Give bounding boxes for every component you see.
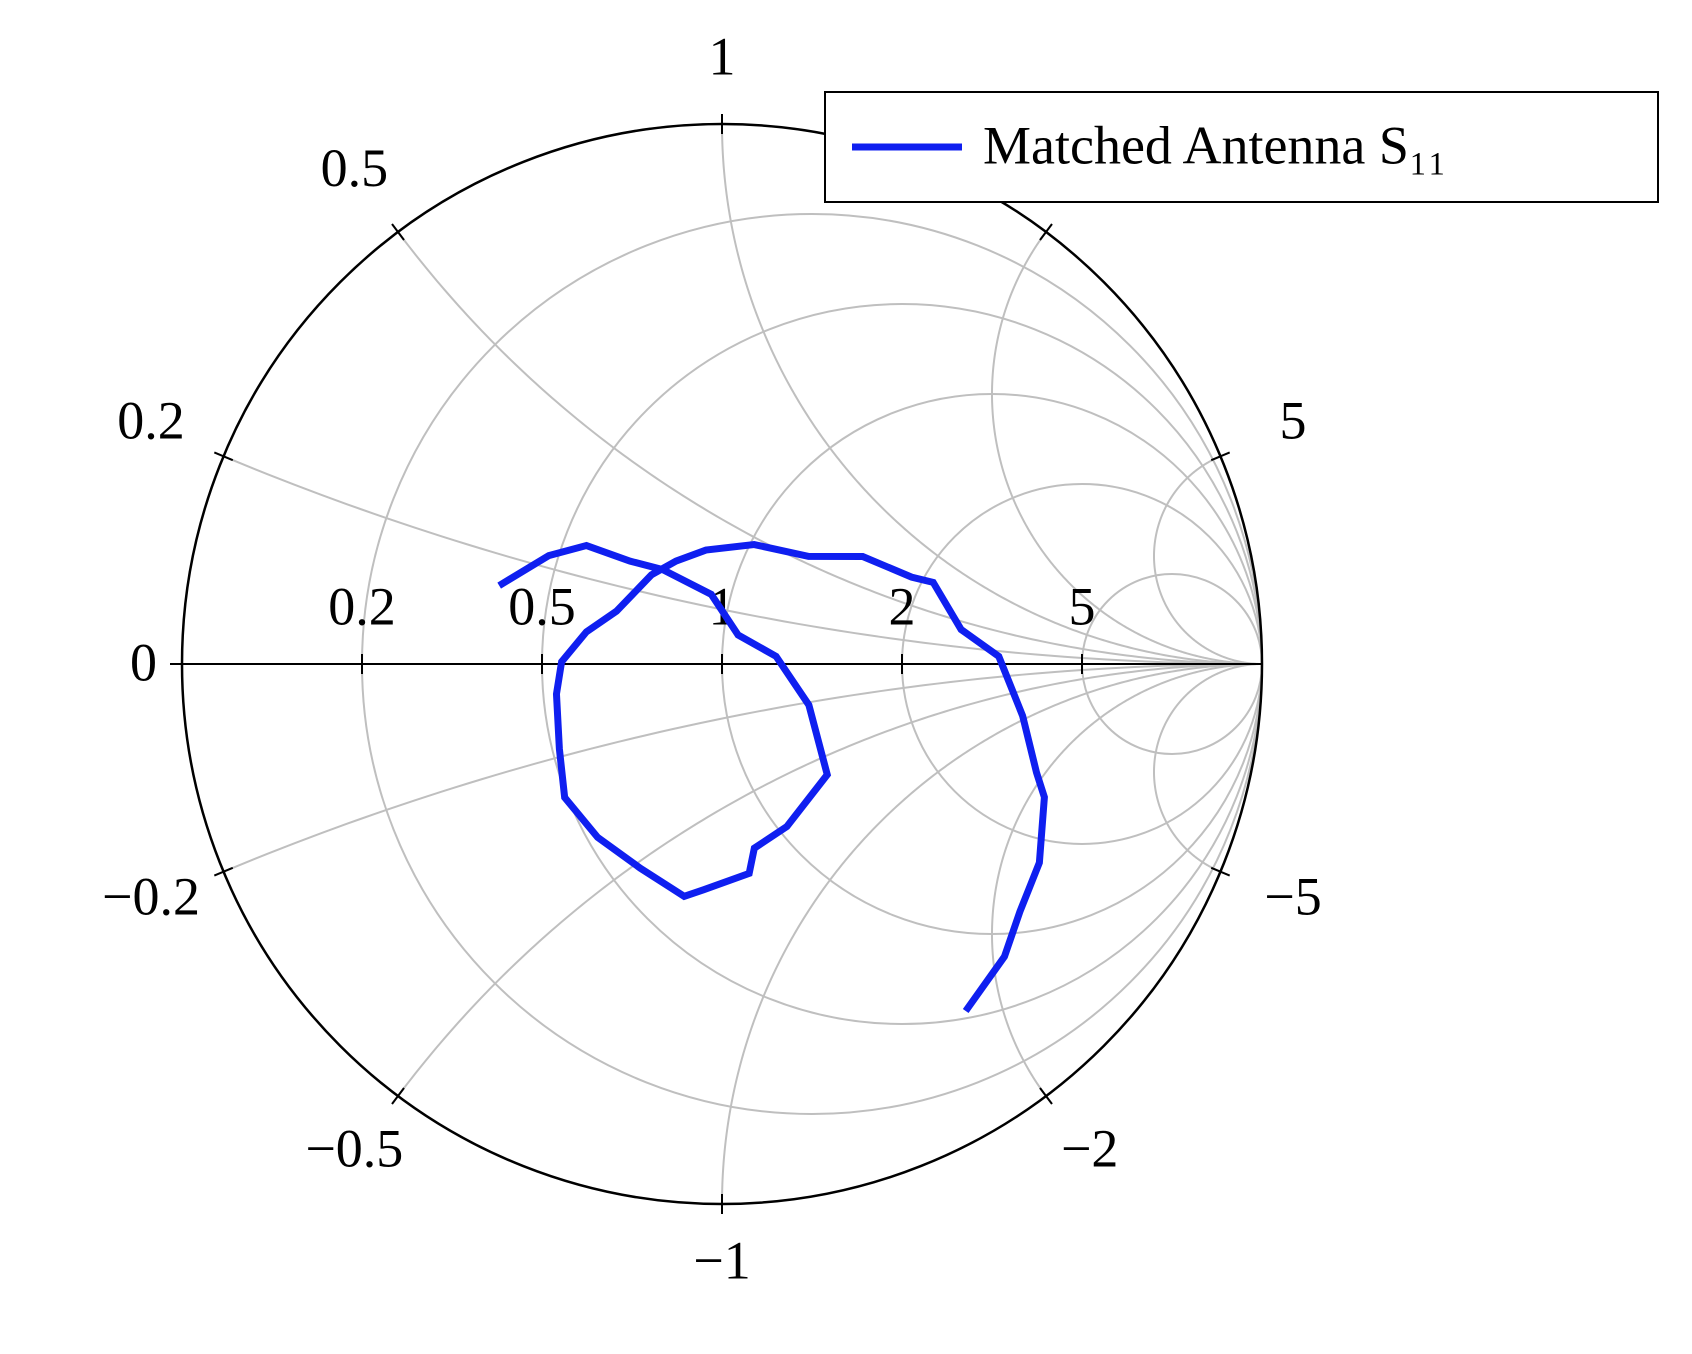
r-tick-label: 0 [130,632,157,692]
x-tick-label: −0.5 [305,1119,403,1179]
legend: Matched Antenna S₁₁ [824,91,1659,203]
legend-box [824,91,1659,203]
grid-arc [1153,663,1262,873]
data-line [497,540,1048,1014]
grid-arc [721,663,1263,1205]
legend-label: Matched Antenna S₁₁ [983,115,1447,175]
x-tick-label: 5 [1280,390,1307,450]
grid-arc [991,231,1262,665]
grid-arc [223,455,1263,665]
grid-arc [1153,455,1262,665]
x-tick-label: 1 [709,26,736,86]
r-tick-label: 5 [1069,576,1096,636]
x-tick-label: 0.2 [117,390,185,450]
r-tick-label: 0.2 [328,576,396,636]
x-tick-label: −2 [1061,1119,1118,1179]
grid-arc [223,663,1263,873]
grid-arc [397,663,1263,1097]
r-tick-label: 2 [889,576,916,636]
r-tick-label: 0.5 [508,576,576,636]
grid-arc [991,663,1262,1097]
x-tick-label: −0.2 [102,866,200,926]
x-tick-label: −5 [1264,866,1321,926]
x-tick-label: 0.5 [321,138,389,198]
grid-arc [721,123,1263,665]
x-tick-label: −1 [693,1230,750,1290]
grid [181,123,1263,1205]
